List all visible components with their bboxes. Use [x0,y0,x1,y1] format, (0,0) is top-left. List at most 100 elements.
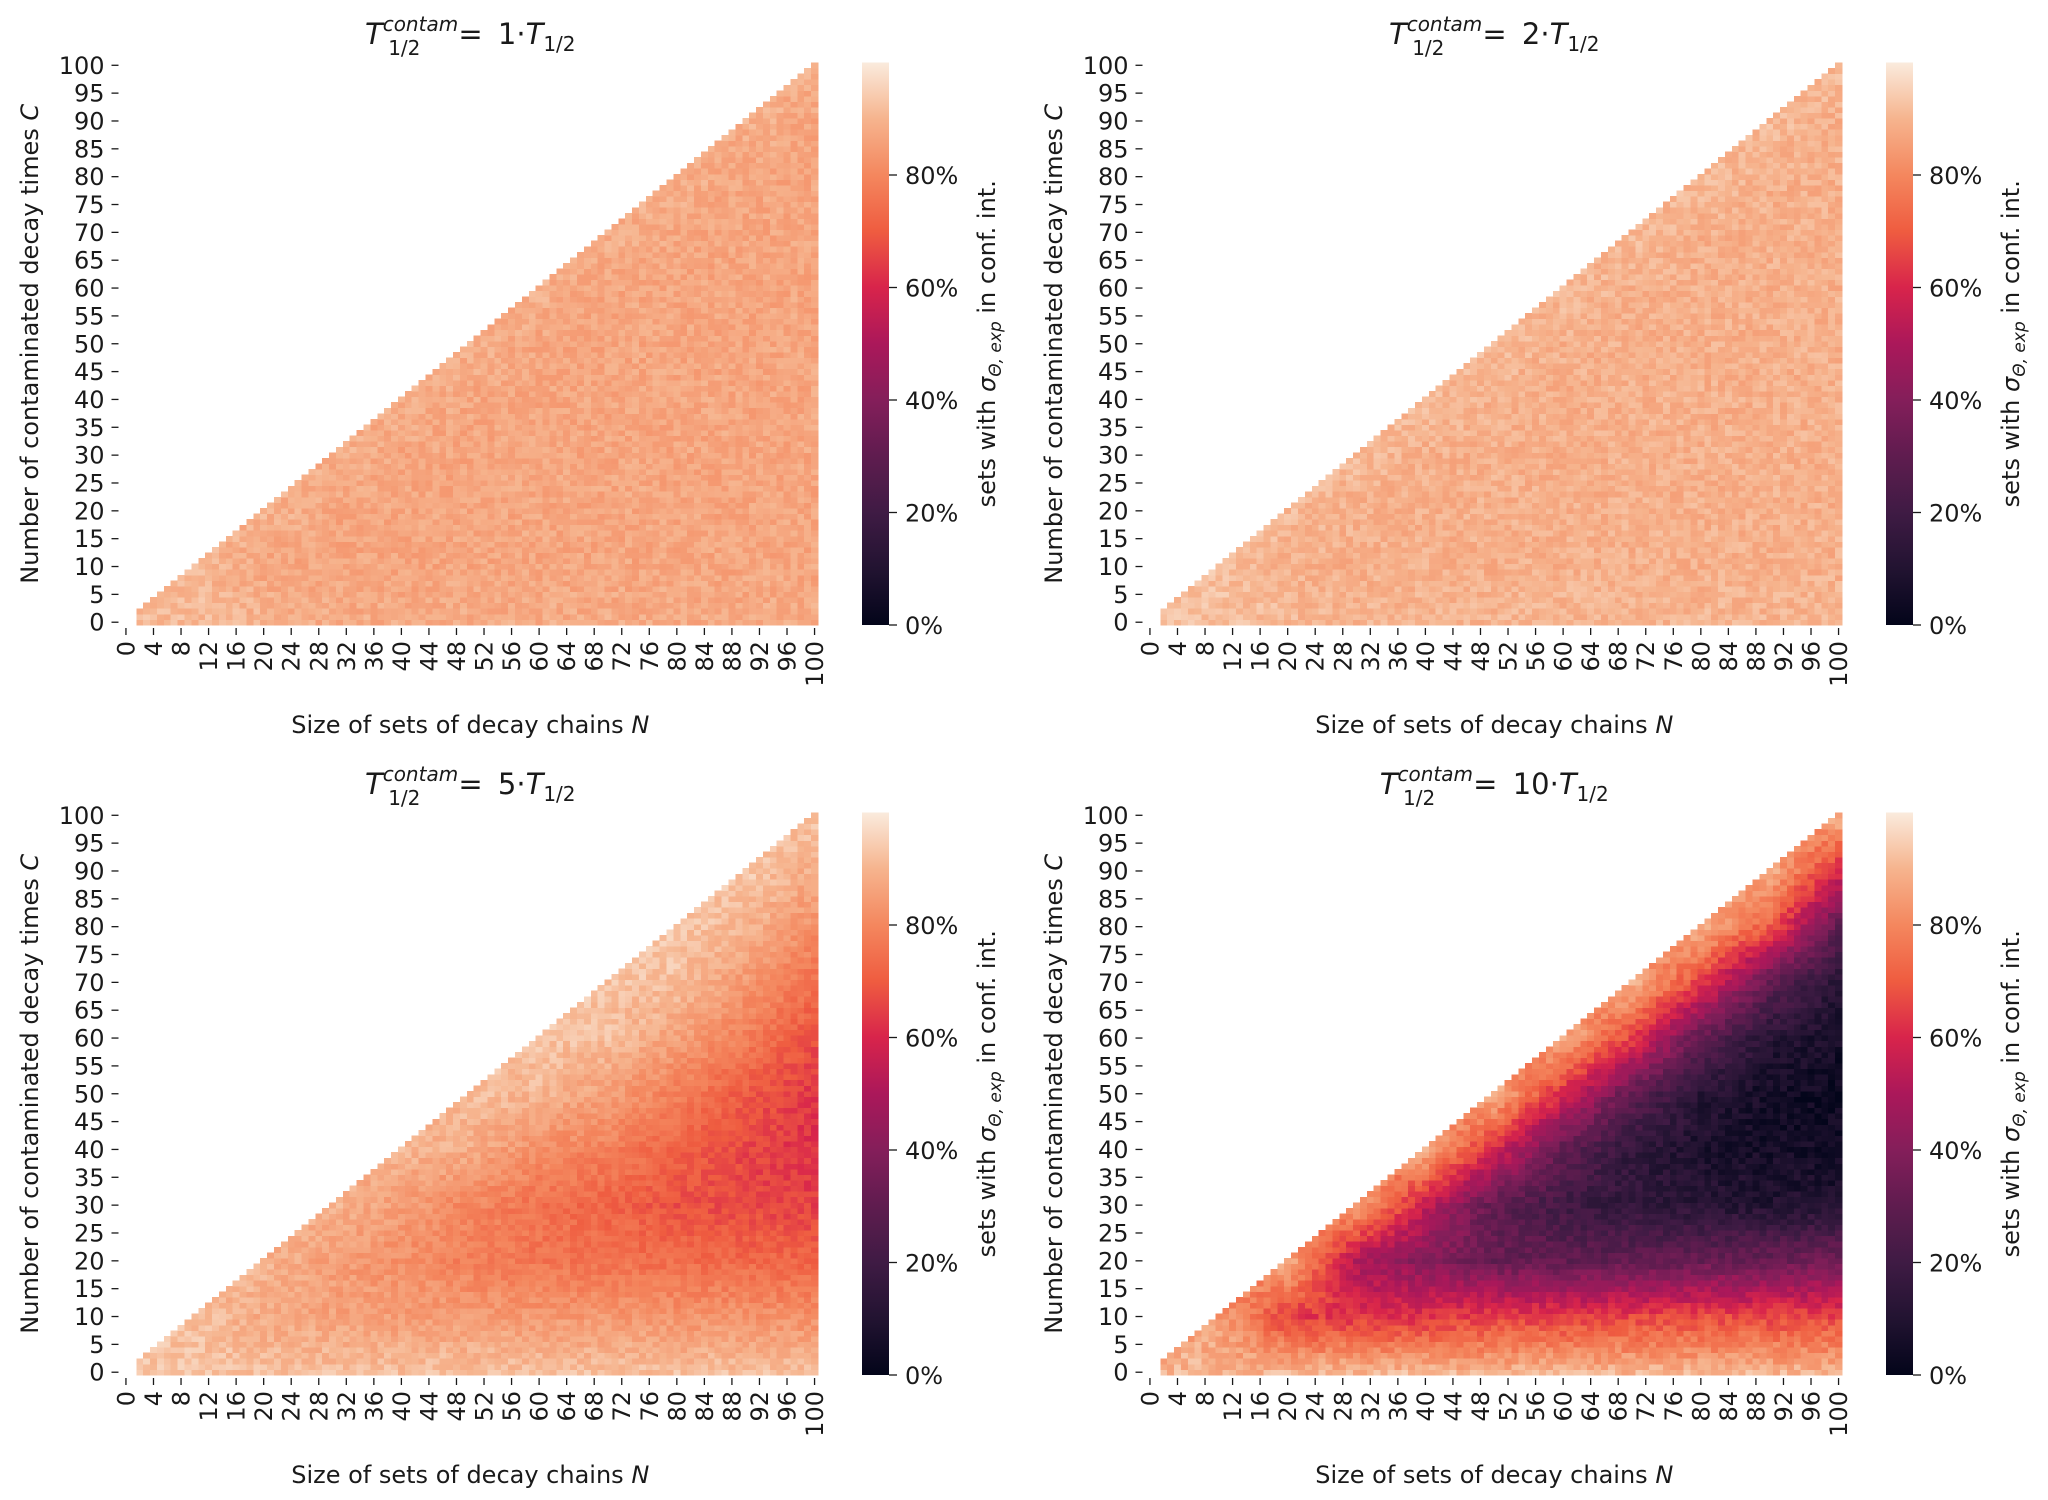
heatmap-cell [439,603,446,609]
heatmap-cell [687,491,694,497]
heatmap-cell [777,202,784,208]
heatmap-cell [549,475,556,481]
heatmap-cell [329,608,336,614]
heatmap-cell [618,274,625,280]
heatmap-cell [667,475,674,481]
heatmap-cell [598,608,605,614]
heatmap-cell [577,291,584,297]
heatmap-cell [570,469,577,475]
heatmap-cell [274,564,281,570]
heatmap-cell [336,447,343,453]
heatmap-cell [494,391,501,397]
heatmap-cell [591,280,598,286]
heatmap-cell [370,525,377,531]
heatmap-cell [708,308,715,314]
heatmap-cell [529,536,536,542]
heatmap-cell [618,363,625,369]
heatmap-cell [598,391,605,397]
heatmap-cell [611,380,618,386]
heatmap-cell [267,603,274,609]
heatmap-cell [543,430,550,436]
heatmap-cell [494,408,501,414]
heatmap-cell [439,475,446,481]
heatmap-cell [804,413,811,419]
heatmap-cell [749,497,756,503]
heatmap-cell [446,608,453,614]
heatmap-cell [563,408,570,414]
heatmap-cell [315,514,322,520]
heatmap-cell [591,580,598,586]
heatmap-cell [453,592,460,598]
heatmap-cell [419,447,426,453]
heatmap-cell [722,452,729,458]
heatmap-cell [398,514,405,520]
heatmap-cell [715,157,722,163]
heatmap-cell [260,536,267,542]
heatmap-cell [543,319,550,325]
heatmap-cell [618,575,625,581]
heatmap-cell [632,413,639,419]
heatmap-cell [549,380,556,386]
heatmap-cell [728,302,735,308]
heatmap-cell [653,391,660,397]
heatmap-cell [715,514,722,520]
heatmap-cell [673,202,680,208]
heatmap-cell [632,319,639,325]
heatmap-cell [777,586,784,592]
heatmap-cell [405,541,412,547]
heatmap-cell [673,441,680,447]
heatmap-cell [749,553,756,559]
heatmap-cell [790,463,797,469]
heatmap-cell [611,246,618,252]
heatmap-cell [735,146,742,152]
heatmap-cell [763,491,770,497]
heatmap-cell [246,547,253,553]
heatmap-cell [770,358,777,364]
heatmap-cell [742,458,749,464]
heatmap-cell [694,575,701,581]
heatmap-cell [804,436,811,442]
heatmap-cell [763,202,770,208]
heatmap-cell [446,491,453,497]
heatmap-cell [508,391,515,397]
heatmap-cell [694,241,701,247]
heatmap-cell [646,441,653,447]
heatmap-cell [370,469,377,475]
heatmap-cell [577,508,584,514]
heatmap-cell [797,363,804,369]
heatmap-cell [701,597,708,603]
heatmap-cell [673,425,680,431]
heatmap-cell [598,296,605,302]
heatmap-cell [797,619,804,625]
heatmap-cell [543,413,550,419]
heatmap-cell [777,463,784,469]
heatmap-cell [536,374,543,380]
heatmap-cell [715,575,722,581]
heatmap-cell [742,296,749,302]
heatmap-cell [370,452,377,458]
heatmap-cell [563,413,570,419]
heatmap-cell [549,469,556,475]
heatmap-cell [515,502,522,508]
heatmap-cell [570,508,577,514]
heatmap-cell [708,196,715,202]
heatmap-cell [639,425,646,431]
heatmap-cell [591,330,598,336]
heatmap-cell [467,497,474,503]
heatmap-cell [453,358,460,364]
heatmap-cell [467,347,474,353]
heatmap-cell [556,447,563,453]
heatmap-cell [790,235,797,241]
heatmap-cell [563,374,570,380]
heatmap-cell [756,447,763,453]
heatmap-cell [687,274,694,280]
heatmap-cell [660,218,667,224]
heatmap-cell [605,441,612,447]
heatmap-cell [790,146,797,152]
heatmap-cell [756,196,763,202]
heatmap-cell [749,374,756,380]
heatmap-cell [708,530,715,536]
heatmap-cell [701,497,708,503]
heatmap-cell [536,491,543,497]
heatmap-cell [605,558,612,564]
